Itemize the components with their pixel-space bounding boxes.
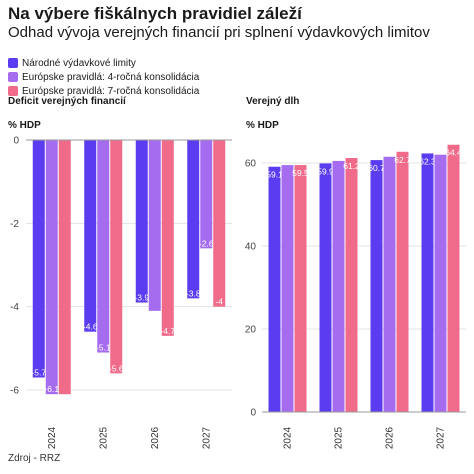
source-note: Zdroj - RRZ bbox=[8, 453, 61, 464]
deficit-data-label-2024-s1: -5.7 bbox=[31, 368, 46, 378]
debt-data-label-2027-s1: 62.3 bbox=[419, 156, 436, 166]
debt-data-label-2025-s1: 59.9 bbox=[317, 166, 334, 176]
debt-unit-label: % HDP bbox=[246, 120, 279, 131]
deficit-bar-2027-s2 bbox=[200, 140, 213, 249]
legend-item-national: Národné výdavkové limity bbox=[8, 56, 199, 70]
legend-swatch-eu4 bbox=[8, 72, 18, 82]
deficit-bar-2026-s1 bbox=[135, 140, 148, 303]
debt-xtick-label: 2027 bbox=[436, 426, 447, 449]
deficit-unit-label: % HDP bbox=[8, 120, 41, 131]
deficit-data-label-2027-s1: -3.8 bbox=[186, 288, 201, 298]
debt-bar-2025-s1 bbox=[319, 163, 332, 412]
deficit-bar-2026-s3 bbox=[161, 140, 174, 336]
deficit-ytick-label: -2 bbox=[10, 219, 19, 230]
debt-ytick-label: 0 bbox=[250, 408, 256, 419]
legend: Národné výdavkové limity Európske pravid… bbox=[8, 56, 199, 98]
legend-label-eu7: Európske pravidlá: 7-ročná konsolidácia bbox=[22, 85, 200, 97]
deficit-ytick-label: 0 bbox=[13, 136, 19, 147]
deficit-panel-title: Deficit verejných financií bbox=[8, 96, 126, 107]
debt-data-label-2026-s3: 62.7 bbox=[394, 155, 411, 165]
deficit-data-label-2025-s3: -5.6 bbox=[109, 363, 124, 373]
legend-label-national: Národné výdavkové limity bbox=[22, 57, 136, 69]
debt-ytick-label: 60 bbox=[245, 159, 257, 170]
deficit-bar-2027-s1 bbox=[187, 140, 200, 299]
debt-bar-2024-s1 bbox=[268, 166, 281, 412]
debt-bar-2027-s1 bbox=[421, 153, 434, 412]
deficit-bar-2025-s3 bbox=[110, 140, 123, 374]
debt-xtick-label: 2024 bbox=[283, 426, 294, 449]
debt-data-label-2024-s1: 59.1 bbox=[266, 170, 283, 180]
debt-bar-2024-s3 bbox=[294, 165, 307, 412]
legend-label-eu4: Európske pravidlá: 4-ročná konsolidácia bbox=[22, 71, 200, 83]
debt-bar-2027-s2 bbox=[434, 154, 447, 412]
deficit-bar-2024-s1 bbox=[32, 140, 45, 378]
debt-bar-2026-s3 bbox=[396, 151, 409, 413]
deficit-ytick-label: -4 bbox=[10, 302, 19, 313]
deficit-bar-2026-s2 bbox=[148, 140, 161, 311]
legend-swatch-national bbox=[8, 58, 18, 68]
deficit-xtick-label: 2027 bbox=[201, 426, 212, 449]
deficit-bar-2027-s3 bbox=[213, 140, 226, 307]
debt-bar-2026-s1 bbox=[370, 160, 383, 412]
debt-data-label-2024-s3: 59.5 bbox=[292, 168, 309, 178]
deficit-bar-2024-s2 bbox=[45, 140, 58, 395]
deficit-xtick-label: 2026 bbox=[150, 426, 161, 449]
deficit-ytick-label: -6 bbox=[10, 386, 19, 397]
deficit-xtick-label: 2025 bbox=[98, 426, 109, 449]
legend-swatch-eu7 bbox=[8, 86, 18, 96]
deficit-bar-2025-s1 bbox=[84, 140, 97, 332]
debt-xtick-label: 2026 bbox=[385, 426, 396, 449]
deficit-data-label-2025-s2: -5.1 bbox=[96, 343, 111, 353]
deficit-data-label-2025-s1: -4.6 bbox=[83, 322, 98, 332]
deficit-xtick-label: 2024 bbox=[47, 426, 58, 449]
debt-data-label-2027-s3: 64.4 bbox=[445, 148, 462, 158]
deficit-data-label-2026-s3: -4.7 bbox=[160, 326, 175, 336]
debt-data-label-2025-s3: 61.2 bbox=[343, 161, 360, 171]
legend-item-eu7: Európske pravidlá: 7-ročná konsolidácia bbox=[8, 84, 199, 98]
deficit-data-label-2027-s2: -2.6 bbox=[199, 238, 214, 248]
legend-item-eu4: Európske pravidlá: 4-ročná konsolidácia bbox=[8, 70, 199, 84]
debt-bar-2024-s2 bbox=[281, 165, 294, 412]
debt-bar-2027-s3 bbox=[447, 144, 460, 413]
debt-data-label-2026-s1: 60.7 bbox=[368, 163, 385, 173]
deficit-bar-2025-s2 bbox=[97, 140, 110, 353]
deficit-data-label-2026-s1: -3.9 bbox=[134, 293, 149, 303]
deficit-data-label-2024-s2: -6.1 bbox=[44, 384, 59, 394]
chart-subtitle: Odhad vývoja verejných financií pri spln… bbox=[8, 24, 430, 41]
debt-ytick-label: 40 bbox=[245, 242, 257, 253]
debt-ytick-label: 20 bbox=[245, 325, 257, 336]
debt-panel-title: Verejný dlh bbox=[246, 96, 300, 107]
chart-title: Na výbere fiškálnych pravidiel záleží bbox=[8, 4, 302, 23]
deficit-bar-2024-s3 bbox=[58, 140, 71, 395]
debt-bar-2025-s2 bbox=[332, 160, 345, 412]
debt-bar-2026-s2 bbox=[383, 156, 396, 412]
debt-xtick-label: 2025 bbox=[334, 426, 345, 449]
deficit-data-label-2027-s3: -4 bbox=[215, 297, 223, 307]
debt-bar-2025-s3 bbox=[345, 158, 358, 412]
